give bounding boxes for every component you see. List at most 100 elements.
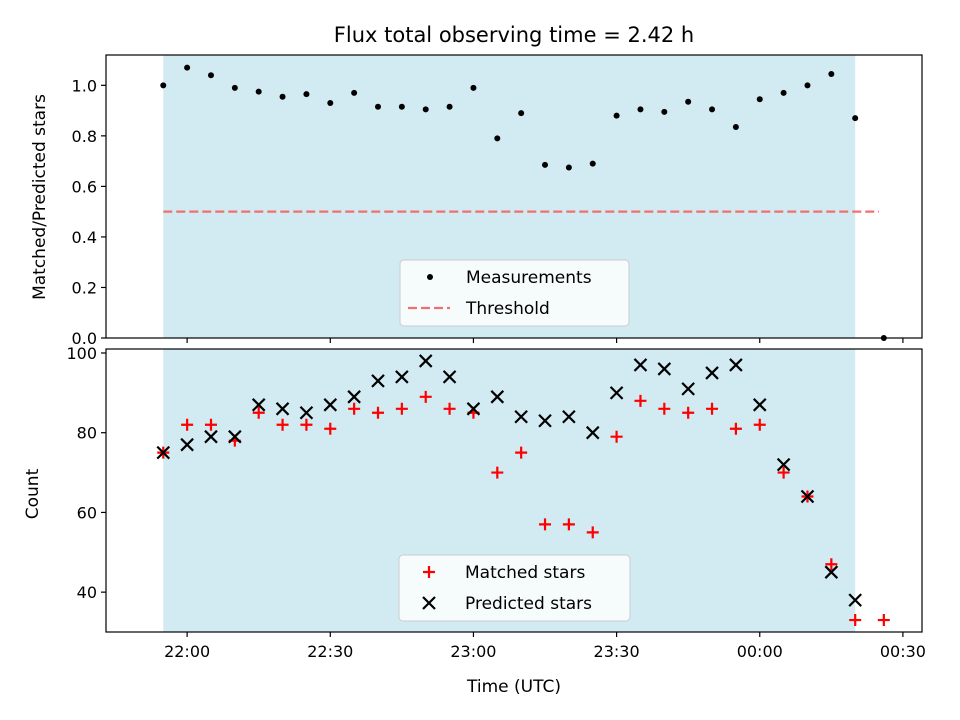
count-panel: 40 60 80 100 22:00 22:30 23:00 23:30 00:00 00:30 M…: [66, 344, 926, 661]
matched-stars-point: [586, 526, 599, 539]
measurement-point: [375, 103, 381, 110]
predicted-stars-point: [442, 370, 457, 384]
legend-label: Measurements: [466, 268, 592, 288]
measurement-point: [780, 89, 787, 96]
axes-frame: [105, 54, 923, 339]
measurement-point: [732, 124, 739, 131]
predicted-stars-point: [371, 374, 385, 388]
measurement-point: [613, 112, 620, 119]
y-tick-label: 100: [66, 344, 97, 363]
predicted-stars-point: [180, 437, 194, 452]
matched-stars-point: [419, 390, 432, 403]
matched-stars-point: [348, 402, 361, 415]
measurement-point: [685, 98, 692, 105]
predicted-stars-point: [657, 362, 672, 376]
measurement-point: [470, 84, 477, 91]
legend-measurement-swatch: [427, 274, 433, 280]
predicted-stars-point: [347, 390, 361, 404]
matched-stars-point: [753, 418, 766, 431]
axes-frame: [105, 348, 923, 633]
predicted-stars-point: [633, 358, 648, 372]
x-tick-label: 22:00: [164, 642, 210, 661]
y-tick-label: 0.6: [72, 177, 97, 196]
predicted-stars-point: [466, 402, 481, 416]
matched-stars-point: [658, 402, 671, 415]
predicted-stars-point: [609, 386, 624, 400]
x-tick-label: 23:00: [450, 642, 496, 661]
measurement-point: [589, 160, 596, 167]
matched-stars-point: [372, 406, 384, 419]
matched-stars-point: [204, 418, 217, 431]
predicted-stars-point: [848, 593, 862, 607]
predicted-stars-point: [538, 413, 552, 428]
measurement-point: [446, 103, 453, 110]
measurement-point: [565, 164, 572, 171]
x-tick-label: 22:30: [307, 642, 353, 661]
predicted-stars-point: [418, 354, 433, 368]
measurement-point: [709, 106, 716, 113]
predicted-stars-point: [514, 409, 528, 424]
matched-stars-point: [729, 422, 742, 435]
matched-stars-point: [539, 518, 552, 531]
measurement-point: [756, 96, 763, 103]
matched-stars-point: [706, 402, 719, 415]
predicted-stars-point: [800, 489, 815, 504]
legend: Measurements Threshold: [399, 259, 630, 327]
measurement-point: [637, 106, 644, 113]
predicted-stars-point: [156, 445, 171, 460]
measurement-point: [661, 108, 668, 115]
ratio-panel: 0.0 0.2 0.4 0.6 0.8 1.0 Measurements Threshold: [72, 54, 923, 348]
predicted-stars-point: [490, 390, 505, 404]
matched-stars-point: [634, 394, 647, 407]
matched-stars-point: [682, 406, 695, 419]
legend-label: Predicted stars: [465, 594, 592, 614]
measurement-point: [398, 103, 405, 110]
legend-label: Threshold: [465, 299, 550, 319]
y-tick-label: 1.0: [72, 76, 97, 95]
matched-stars-point: [515, 446, 528, 459]
measurement-point: [184, 64, 191, 71]
predicted-stars-point: [752, 398, 767, 412]
measurement-point: [279, 93, 286, 100]
predicted-stars-point: [705, 366, 719, 380]
measurement-point: [255, 88, 262, 95]
chart-title: Flux total observing time = 2.42 h: [334, 23, 694, 47]
y-tick-label: 80: [77, 424, 97, 443]
legend-predicted-swatch: [422, 596, 436, 610]
legend-box: [399, 259, 630, 327]
measurement-point: [542, 161, 549, 168]
matched-stars-point: [252, 406, 265, 419]
matched-stars-point: [849, 614, 862, 627]
predicted-stars-point: [729, 358, 743, 372]
predicted-stars-point: [299, 405, 314, 420]
matched-stars-point: [276, 418, 289, 431]
y-tick-label: 40: [77, 583, 97, 602]
y-tick-label: 0.4: [72, 228, 97, 247]
legend-matched-swatch: [423, 566, 435, 578]
measurement-point: [852, 115, 859, 122]
measurement-point: [518, 110, 525, 117]
measurement-point: [828, 70, 835, 77]
y-tick-label: 0.2: [72, 278, 97, 297]
measurement-point: [804, 82, 811, 89]
x-tick-label: 23:30: [594, 642, 640, 661]
legend-box: [398, 554, 631, 622]
y-tick-label: 0.8: [72, 127, 97, 146]
measurement-point: [160, 82, 167, 89]
predicted-stars-point: [395, 370, 409, 384]
matched-stars-point: [395, 402, 408, 415]
matched-stars-point: [877, 614, 890, 627]
predicted-stars-point: [323, 398, 338, 412]
x-tick-label: 00:00: [737, 642, 783, 661]
matched-stars-point: [562, 518, 575, 531]
matched-stars-point: [443, 402, 456, 415]
predicted-stars-point: [562, 409, 576, 424]
x-axis-label: Time (UTC): [466, 677, 561, 697]
predicted-stars-point: [251, 398, 266, 412]
matched-stars-point: [610, 430, 623, 443]
predicted-stars-point: [776, 457, 791, 472]
y-axis-label-top: Matched/Predicted stars: [30, 94, 50, 300]
measurement-point: [351, 89, 358, 96]
matched-stars-point: [777, 466, 790, 479]
